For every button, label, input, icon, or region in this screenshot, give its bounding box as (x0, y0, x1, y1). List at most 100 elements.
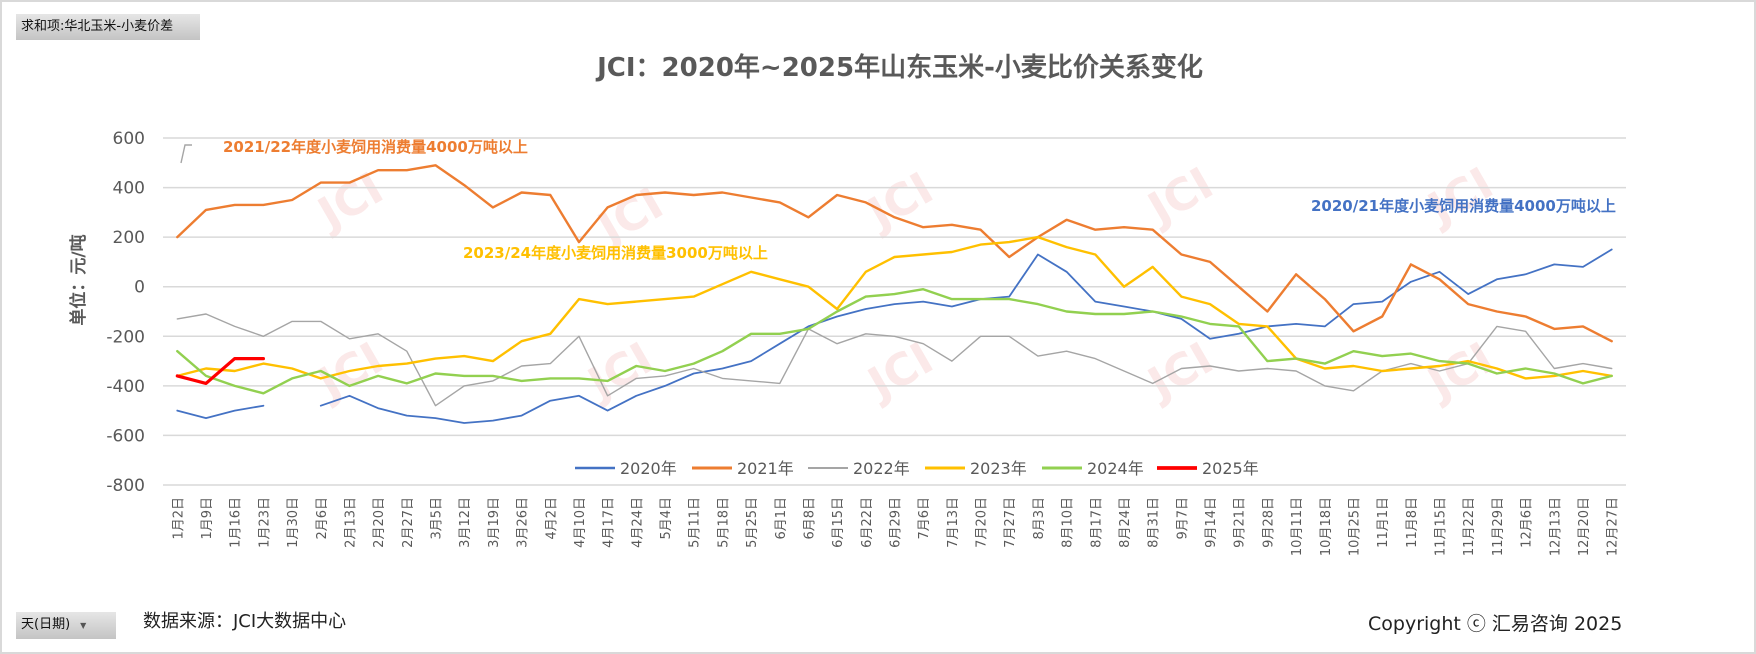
x-tick-label: 2月13日 (343, 497, 358, 548)
x-tick-label: 2月27日 (401, 497, 416, 548)
series-2025年 (175, 357, 265, 385)
x-tick-label: 9月28日 (1261, 497, 1276, 548)
row-field-label: 天(日期) (21, 617, 71, 632)
series-2021年 (176, 164, 1613, 343)
y-tick-label: -600 (106, 426, 145, 446)
annotation-2023-24: 2023/24年度小麦饲用消费量3000万吨以上 (463, 244, 768, 262)
y-tick-label: 200 (113, 228, 145, 248)
legend-label: 2021年 (737, 459, 794, 478)
x-tick-label: 3月5日 (430, 497, 445, 540)
series-2024年 (176, 288, 1613, 395)
x-tick-label: 7月20日 (975, 497, 990, 548)
x-tick-label: 1月2日 (171, 497, 186, 540)
x-tick-label: 4月17日 (602, 497, 617, 548)
x-tick-label: 5月18日 (716, 497, 731, 548)
x-tick-label: 3月12日 (458, 497, 473, 548)
x-tick-label: 9月14日 (1204, 497, 1219, 548)
watermark-text: JCI (857, 163, 941, 241)
x-tick-label: 5月4日 (659, 497, 674, 540)
x-tick-label: 11月1日 (1376, 497, 1391, 548)
x-tick-label: 7月13日 (946, 497, 961, 548)
y-tick-label: -800 (106, 476, 145, 496)
annotation-leader-2021 (180, 144, 192, 164)
watermark-text: JCI (1137, 333, 1221, 411)
x-tick-label: 8月24日 (1118, 497, 1133, 548)
legend-label: 2022年 (853, 459, 910, 478)
x-tick-label: 3月26日 (516, 497, 531, 548)
legend-label: 2025年 (1202, 459, 1259, 478)
x-tick-label: 6月1日 (774, 497, 789, 540)
x-tick-label: 12月20日 (1577, 497, 1592, 556)
watermark-text: JCI (577, 333, 661, 411)
x-tick-label: 1月23日 (257, 497, 272, 548)
watermark-text: JCI (1137, 158, 1221, 236)
y-axis-ticks: 600 400 200 0 -200 -400 -600 -800 (106, 129, 145, 496)
x-tick-label: 8月17日 (1089, 497, 1104, 548)
x-tick-label: 6月29日 (889, 497, 904, 548)
legend-label: 2020年 (620, 459, 677, 478)
y-tick-label: 400 (113, 179, 145, 199)
x-tick-label: 12月13日 (1548, 497, 1563, 556)
series-2023年 (176, 235, 1613, 380)
x-tick-label: 6月15日 (831, 497, 846, 548)
x-tick-label: 2月6日 (315, 497, 330, 540)
copyright-note: Copyright ⓒ 汇易咨询 2025 (1368, 613, 1623, 635)
x-tick-label: 8月31日 (1147, 497, 1162, 548)
watermark-text: JCI (307, 163, 391, 241)
x-tick-label: 8月10日 (1061, 497, 1076, 548)
x-tick-label: 10月25日 (1347, 497, 1362, 556)
y-tick-label: 0 (134, 278, 145, 298)
y-axis-label: 单位：元/吨 (68, 234, 89, 325)
x-tick-label: 2月20日 (372, 497, 387, 548)
series-line-segment (175, 357, 265, 385)
x-tick-label: 11月8日 (1405, 497, 1420, 548)
x-tick-label: 11月15日 (1434, 497, 1449, 556)
annotations: 2021/22年度小麦饲用消费量4000万吨以上 2023/24年度小麦饲用消费… (180, 138, 1616, 262)
value-field-button[interactable]: 求和项:华北玉米-小麦价差 (16, 14, 200, 40)
x-tick-label: 4月10日 (573, 497, 588, 548)
legend-label: 2023年 (970, 459, 1027, 478)
y-tick-label: 600 (113, 129, 145, 149)
x-tick-label: 9月21日 (1233, 497, 1248, 548)
series-layer (175, 164, 1613, 424)
x-tick-label: 11月29日 (1491, 497, 1506, 556)
annotation-2020-21: 2020/21年度小麦饲用消费量4000万吨以上 (1311, 197, 1616, 215)
watermark-text: JCI (857, 333, 941, 411)
x-tick-label: 3月19日 (487, 497, 502, 548)
data-source-note: 数据来源：JCI大数据中心 (143, 611, 347, 632)
x-tick-label: 11月22日 (1462, 497, 1477, 556)
x-axis-ticks: 1月2日 1月9日 1月16日 1月23日 1月30日 2月6日 2月13日 2月20日 2月2… (171, 497, 1620, 556)
x-tick-label: 6月22日 (860, 497, 875, 548)
x-tick-label: 1月9日 (200, 497, 215, 540)
x-tick-label: 1月30日 (286, 497, 301, 548)
series-line-segment (176, 404, 265, 420)
x-tick-label: 4月24日 (630, 497, 645, 548)
legend: 2020年 2021年 2022年 2023年 2024年 2025年 (575, 459, 1259, 478)
y-tick-label: -200 (106, 327, 145, 347)
chart-title: JCI：2020年~2025年山东玉米-小麦比价关系变化 (597, 53, 1203, 83)
x-tick-label: 7月27日 (1003, 497, 1018, 548)
x-tick-label: 12月6日 (1520, 497, 1535, 548)
series-line-segment (176, 313, 1613, 407)
y-tick-label: -400 (106, 377, 145, 397)
x-tick-label: 5月25日 (745, 497, 760, 548)
x-tick-label: 5月11日 (688, 497, 703, 548)
x-tick-label: 10月18日 (1319, 497, 1334, 556)
x-tick-label: 8月3日 (1032, 497, 1047, 540)
x-tick-label: 4月2日 (544, 497, 559, 540)
x-tick-label: 1月16日 (229, 497, 244, 548)
x-tick-label: 6月8日 (802, 497, 817, 540)
x-tick-label: 7月6日 (917, 497, 932, 540)
x-tick-label: 10月11日 (1290, 497, 1305, 556)
gridlines (163, 137, 1626, 486)
row-field-dropdown[interactable]: 天(日期) ▼ (16, 612, 116, 639)
series-line-segment (176, 235, 1613, 380)
x-tick-label: 9月7日 (1175, 497, 1190, 540)
dropdown-arrow-icon[interactable]: ▼ (80, 621, 87, 630)
value-field-label: 求和项:华北玉米-小麦价差 (21, 19, 174, 34)
x-tick-label: 12月27日 (1606, 497, 1621, 556)
series-line-segment (176, 288, 1613, 395)
